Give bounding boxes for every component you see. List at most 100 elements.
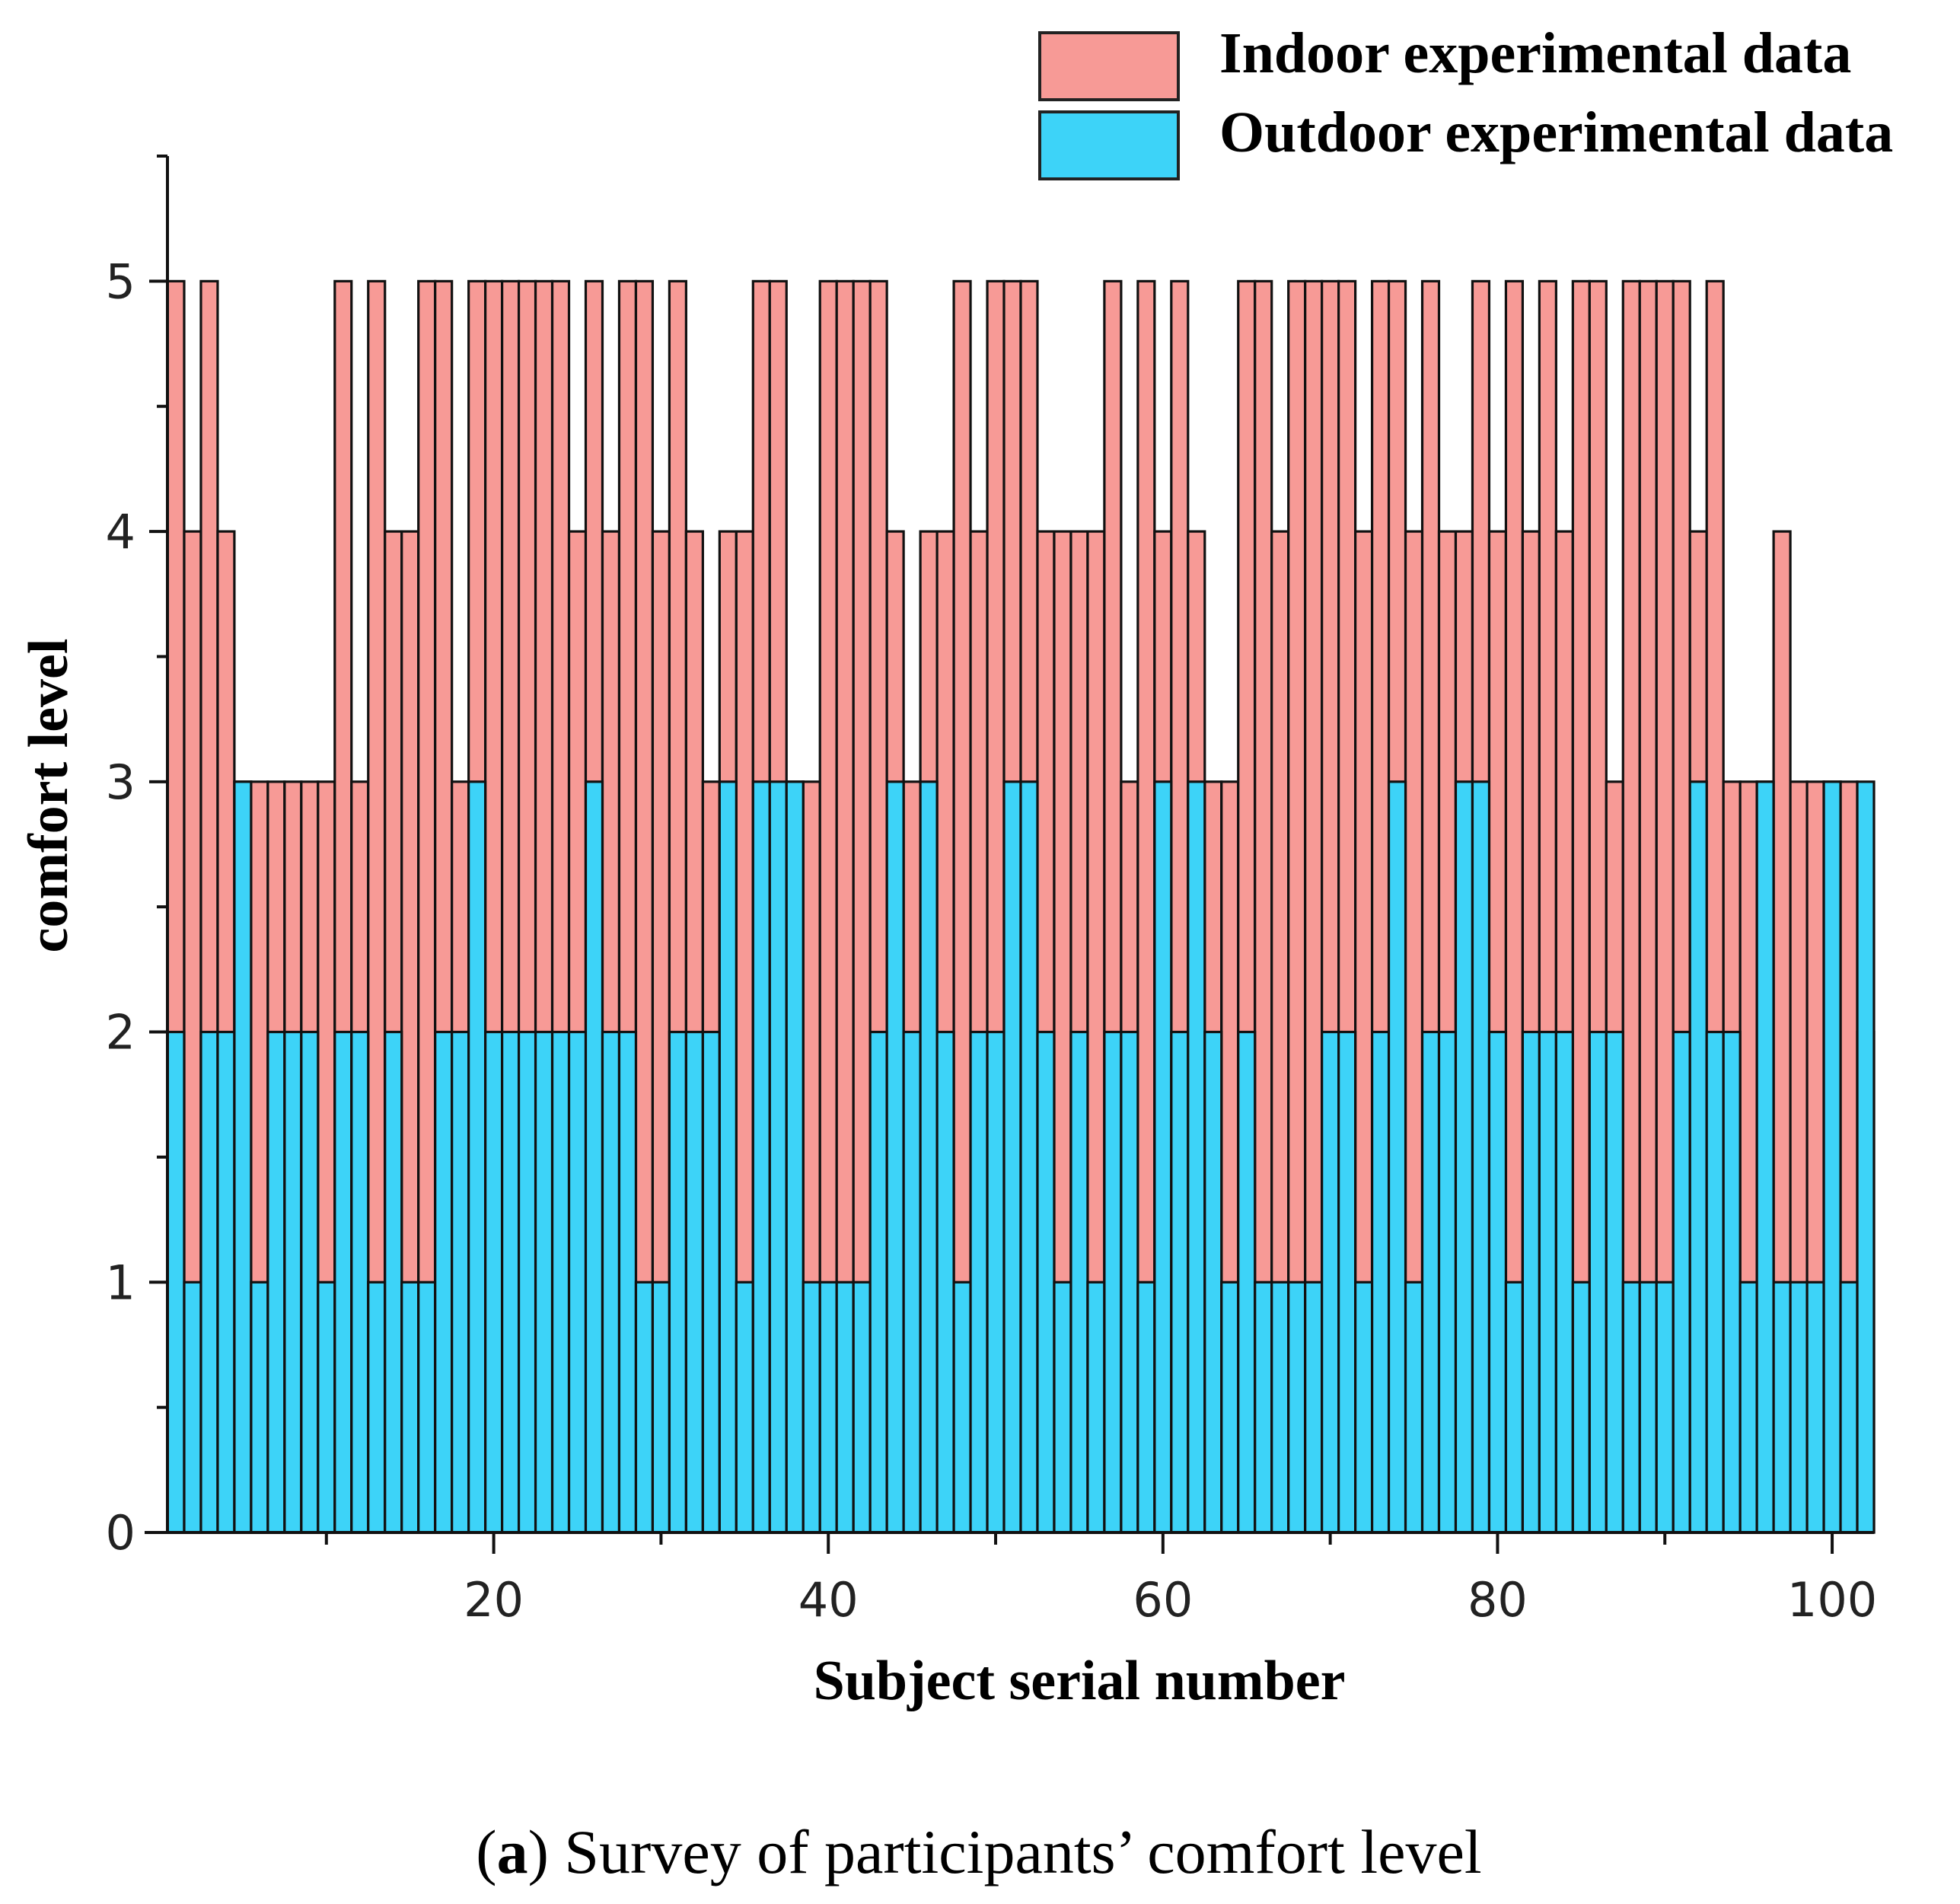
outdoor-bar (1002, 780, 1022, 1534)
outdoor-bar (1554, 1030, 1574, 1534)
x-axis-title: Subject serial number (814, 1650, 1346, 1712)
outdoor-bar (1103, 1030, 1123, 1534)
legend: Indoor experimental data Outdoor experim… (1038, 21, 1893, 180)
outdoor-bar (735, 1280, 754, 1534)
y-tick-label: 5 (106, 254, 135, 309)
outdoor-bar (1170, 1030, 1190, 1534)
outdoor-bar (1739, 1280, 1758, 1534)
outdoor-bar (1270, 1280, 1290, 1534)
outdoor-bar (317, 1280, 336, 1534)
outdoor-bar (434, 1030, 454, 1534)
legend-label-indoor: Indoor experimental data (1219, 21, 1851, 85)
outdoor-bar (1454, 780, 1474, 1534)
outdoor-bar (1153, 780, 1173, 1534)
outdoor-bar (1538, 1030, 1557, 1534)
outdoor-bar (484, 1030, 504, 1534)
outdoor-bar (1287, 1280, 1307, 1534)
outdoor-bar (1120, 1030, 1139, 1534)
outdoor-bar (216, 1030, 236, 1534)
legend-swatch-indoor (1038, 31, 1180, 101)
outdoor-bar (1839, 1280, 1859, 1534)
outdoor-bar (751, 780, 771, 1534)
outdoor-bar (935, 1030, 955, 1534)
outdoor-bar (350, 1030, 370, 1534)
outdoor-bar (651, 1280, 671, 1534)
outdoor-bar (584, 780, 604, 1534)
outdoor-bar (199, 1030, 219, 1534)
outdoor-bar (885, 780, 905, 1534)
caption-label: a (497, 1817, 528, 1886)
outdoor-bar (1471, 780, 1491, 1534)
outdoor-bar (1655, 1280, 1675, 1534)
outdoor-bar (1688, 780, 1708, 1534)
outdoor-bar (467, 780, 487, 1534)
y-tick-label: 2 (106, 1005, 135, 1060)
outdoor-bar (1504, 1280, 1525, 1534)
outdoor-bar (451, 1030, 470, 1534)
outdoor-bar (718, 780, 738, 1534)
outdoor-bar (1571, 1280, 1591, 1534)
outdoor-bar (250, 1280, 269, 1534)
outdoor-bar (802, 1280, 821, 1534)
legend-label-outdoor: Outdoor experimental data (1219, 100, 1893, 164)
outdoor-bar (701, 1030, 721, 1534)
outdoor-bar (567, 1030, 588, 1534)
outdoor-bar (1621, 1280, 1641, 1534)
outdoor-bar (183, 1280, 202, 1534)
outdoor-bar (1237, 1030, 1257, 1534)
outdoor-bar (333, 1030, 353, 1534)
outdoor-bar (617, 1030, 638, 1534)
outdoor-bar (400, 1280, 420, 1534)
outdoor-bar (1437, 1030, 1458, 1534)
outdoor-bar (233, 780, 253, 1534)
outdoor-bar (1321, 1030, 1340, 1534)
outdoor-bar (1053, 1280, 1072, 1534)
outdoor-bar (550, 1030, 571, 1534)
x-tick-label: 80 (1468, 1572, 1528, 1628)
outdoor-bar (969, 1030, 989, 1534)
outdoor-bar (1254, 1280, 1273, 1534)
figure-caption: (a) Survey of participants’ comfort leve… (476, 1817, 1481, 1886)
outdoor-bar (1337, 1030, 1357, 1534)
outdoor-bar (1354, 1280, 1374, 1534)
outdoor-bar (768, 780, 788, 1534)
legend-swatch-outdoor (1038, 110, 1180, 180)
outdoor-bar (300, 1030, 320, 1534)
outdoor-bar (1605, 1030, 1624, 1534)
outdoor-bar (1755, 780, 1775, 1534)
outdoor-bar (266, 1030, 286, 1534)
x-tick-label: 20 (464, 1572, 524, 1628)
outdoor-bar (601, 1030, 621, 1534)
outdoor-bar (1069, 1030, 1089, 1534)
outdoor-bar (852, 1280, 872, 1534)
caption-text: Survey of participants’ comfort level (564, 1817, 1481, 1886)
outdoor-bar (835, 1280, 855, 1534)
outdoor-bar (1822, 780, 1842, 1534)
outdoor-bar (1805, 1280, 1825, 1534)
y-tick-label: 1 (106, 1255, 135, 1310)
outdoor-bar (1722, 1030, 1742, 1534)
outdoor-bar (634, 1280, 655, 1534)
outdoor-bar (1203, 1030, 1223, 1534)
outdoor-bar (1387, 780, 1407, 1534)
outdoor-bar (166, 1030, 186, 1534)
outdoor-bar (384, 1030, 403, 1534)
outdoor-bar (986, 1030, 1005, 1534)
outdoor-bar (868, 1030, 888, 1534)
outdoor-bar (1672, 1030, 1691, 1534)
outdoor-bar (1772, 1280, 1792, 1534)
outdoor-bar (919, 780, 939, 1534)
outdoor-bar (1705, 1030, 1725, 1534)
outdoor-bar (1521, 1030, 1541, 1534)
outdoor-bar (1187, 780, 1206, 1534)
outdoor-bar (1638, 1280, 1658, 1534)
y-tick-label: 4 (106, 504, 135, 560)
outdoor-bar (1136, 1280, 1156, 1534)
outdoor-bar (1789, 1280, 1809, 1534)
outdoor-bar (501, 1030, 521, 1534)
outdoor-bar (1019, 780, 1039, 1534)
outdoor-bar (534, 1030, 554, 1534)
outdoor-bar (1588, 1030, 1608, 1534)
outdoor-bar (818, 1280, 838, 1534)
